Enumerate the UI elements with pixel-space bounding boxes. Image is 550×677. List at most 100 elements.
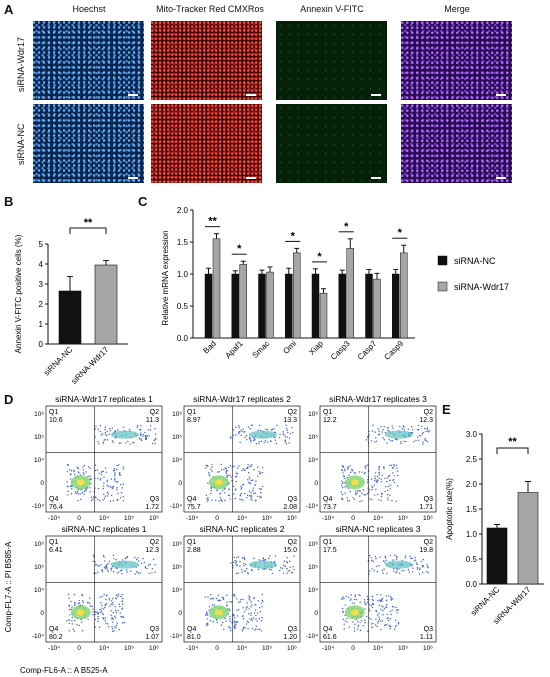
- bar: [231, 273, 239, 339]
- flow-event: [92, 498, 94, 500]
- flow-event: [93, 556, 95, 558]
- flow-y-tick: 0: [314, 610, 318, 617]
- flow-y-tick: 0: [178, 610, 182, 617]
- flow-event: [205, 623, 208, 625]
- flow-event: [97, 612, 100, 614]
- flow-event: [260, 630, 263, 632]
- flow-event: [234, 559, 236, 562]
- flow-event: [414, 559, 417, 561]
- flow-event: [341, 607, 344, 610]
- flow-event: [367, 630, 369, 632]
- flow-event: [378, 466, 381, 468]
- flow-event: [361, 492, 363, 495]
- flow-event: [103, 493, 105, 496]
- flow-event: [104, 568, 107, 570]
- flow-event: [426, 427, 429, 429]
- flow-event: [116, 622, 118, 624]
- flow-event: [387, 493, 389, 496]
- flow-density-upper: [248, 560, 277, 569]
- flow-event: [118, 472, 121, 474]
- flow-event: [377, 600, 379, 602]
- flow-event: [390, 613, 392, 616]
- flow-event: [121, 603, 124, 605]
- y-tick-label: 1.0: [466, 530, 478, 539]
- flow-event: [258, 441, 260, 443]
- sig-bracket: [69, 227, 107, 234]
- flow-event: [363, 619, 366, 621]
- micro-nc-mito: [151, 104, 262, 183]
- q3-label: Q3: [150, 626, 159, 633]
- flow-event: [401, 427, 404, 430]
- flow-event: [112, 621, 114, 624]
- flow-event: [112, 618, 115, 620]
- flow-event: [262, 558, 265, 560]
- flow-event: [136, 571, 138, 573]
- flow-event: [253, 596, 255, 599]
- flow-event: [206, 618, 208, 620]
- flow-event: [240, 498, 243, 501]
- flow-event: [114, 606, 116, 608]
- flow-event: [108, 626, 110, 628]
- flow-event: [377, 620, 380, 623]
- flow-event: [207, 482, 209, 484]
- flow-event: [94, 464, 97, 466]
- flow-event: [122, 466, 124, 468]
- flow-event: [416, 568, 419, 570]
- flow-event: [147, 564, 150, 566]
- flow-density-peak: [76, 479, 85, 486]
- y-tick-label: 3: [39, 280, 44, 289]
- flow-event: [122, 495, 124, 498]
- flow-event: [113, 473, 116, 475]
- flow-title: siRNA-Wdr17 replicates 3: [329, 394, 427, 404]
- flow-event: [252, 487, 254, 489]
- flow-event: [417, 439, 420, 441]
- flow-event: [345, 595, 347, 598]
- flow-event: [375, 610, 377, 613]
- flow-event: [102, 487, 104, 490]
- flow-event: [207, 465, 209, 468]
- flow-event: [228, 608, 230, 610]
- flow-event: [113, 630, 115, 632]
- flow-event: [426, 440, 429, 443]
- flow-event: [395, 555, 398, 558]
- flow-event: [103, 566, 106, 569]
- flow-event: [104, 560, 106, 562]
- q4-label: Q4: [323, 626, 332, 633]
- flow-event: [124, 557, 126, 560]
- flow-event: [226, 476, 229, 478]
- y-tick-label: 4: [39, 260, 44, 269]
- flow-event: [411, 557, 413, 559]
- flow-event: [253, 492, 255, 495]
- flow-event: [81, 629, 84, 632]
- flow-event: [73, 604, 76, 607]
- flow-event: [343, 598, 345, 600]
- flow-event: [116, 498, 119, 501]
- flow-event: [342, 618, 345, 621]
- flow-event: [208, 606, 211, 608]
- flow-event: [389, 617, 391, 620]
- flow-event: [359, 495, 361, 497]
- flow-event: [222, 598, 225, 601]
- sig-label: *: [237, 243, 242, 255]
- flow-event: [95, 425, 97, 427]
- flow-event: [217, 594, 219, 597]
- flow-event: [122, 426, 125, 428]
- flow-event: [68, 605, 70, 607]
- flow-event: [116, 489, 118, 491]
- flow-event: [259, 611, 262, 613]
- flow-event: [380, 499, 382, 502]
- y-tick-label: 0.5: [466, 555, 478, 564]
- flow-x-tick: 0: [215, 645, 219, 652]
- flow-event: [220, 498, 222, 501]
- flow-event: [395, 500, 397, 503]
- flow-x-tick: -10⁴: [322, 645, 334, 652]
- flow-event: [358, 471, 361, 473]
- flow-event: [380, 480, 383, 483]
- flow-y-tick: -10⁴: [32, 503, 44, 510]
- flow-event: [154, 571, 156, 573]
- y-axis-label: Relative mRNA expression: [161, 230, 170, 325]
- q1-label: Q1: [49, 539, 58, 546]
- flow-event: [215, 597, 217, 600]
- flow-event: [68, 608, 71, 611]
- bar: [338, 273, 346, 339]
